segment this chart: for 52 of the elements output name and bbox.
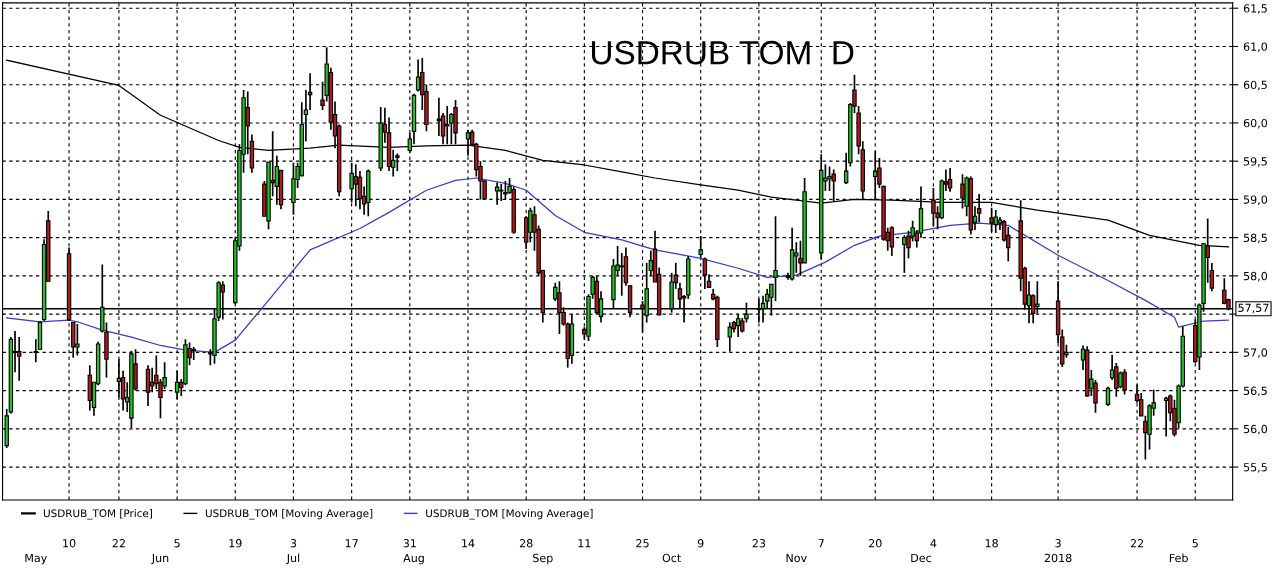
x2-tick-label: Aug — [403, 553, 424, 565]
x2-tick-label: Jun — [151, 553, 169, 565]
y-tick-label: 59,5 — [1243, 157, 1267, 167]
x-tick-label: 14 — [462, 539, 475, 548]
x2-tick-label: 2018 — [1044, 553, 1072, 563]
legend-label: USDRUB_TOM [Moving Average] — [205, 509, 373, 520]
y-tick-label: 60,0 — [1243, 118, 1268, 129]
x2-tick-label: Jul — [286, 553, 300, 565]
x-tick-label: 10 — [63, 539, 76, 548]
x-tick-label: 31 — [403, 539, 416, 548]
x-tick-label: 3 — [1055, 539, 1061, 548]
x-tick-label: 19 — [229, 539, 242, 548]
x-tick-label: 28 — [519, 539, 533, 548]
candlestick — [947, 167, 953, 193]
text: USDRUB TOM D — [591, 40, 854, 65]
x-tick-label: 22 — [1130, 539, 1144, 548]
x-tick-label: 23 — [752, 539, 766, 548]
y-tick-label: 58,0 — [1243, 271, 1268, 282]
x-tick-label: 9 — [697, 539, 704, 548]
y-tick-label: 59,0 — [1243, 195, 1268, 205]
x-tick-label: 22 — [112, 539, 125, 548]
x-tick-label: 5 — [1192, 539, 1198, 548]
y-tick-label: 56,5 — [1243, 386, 1267, 397]
ref-line-label: 57,57 — [1238, 303, 1269, 314]
x2-tick-label: Oct — [662, 553, 681, 563]
y-tick-label: 55,5 — [1243, 463, 1267, 473]
y-tick-label: 60,5 — [1243, 80, 1267, 91]
x2-tick-label: Dec — [911, 553, 932, 563]
x2-tick-label: Sep — [533, 553, 553, 565]
x-tick-label: 11 — [578, 539, 591, 548]
y-tick-label: 61,5 — [1243, 4, 1267, 14]
candlestick — [145, 364, 151, 407]
y-tick-label: 58,5 — [1243, 233, 1267, 244]
legend-label: USDRUB_TOM [Price] — [43, 509, 152, 520]
x-tick-label: 3 — [290, 539, 297, 548]
x-tick-label: 17 — [345, 539, 358, 548]
y-tick-label: 56,0 — [1243, 424, 1268, 435]
x-tick-label: 4 — [930, 539, 937, 548]
candlestick — [503, 180, 508, 201]
x2-tick-label: Nov — [786, 553, 807, 563]
x-tick-label: 7 — [818, 539, 824, 548]
candlestick — [831, 168, 836, 202]
x2-tick-label: May — [25, 553, 47, 565]
x-tick-label: 5 — [174, 539, 180, 548]
y-tick-label: 61,0 — [1243, 42, 1268, 52]
x-tick-label: 25 — [636, 539, 649, 548]
x-tick-label: 18 — [985, 539, 998, 548]
y-tick-label: 57,0 — [1243, 348, 1268, 358]
candlestick — [993, 209, 998, 234]
x2-tick-label: Feb — [1169, 553, 1188, 563]
x-tick-label: 20 — [869, 539, 882, 548]
legend-label: USDRUB_TOM [Moving Average] — [426, 509, 593, 520]
